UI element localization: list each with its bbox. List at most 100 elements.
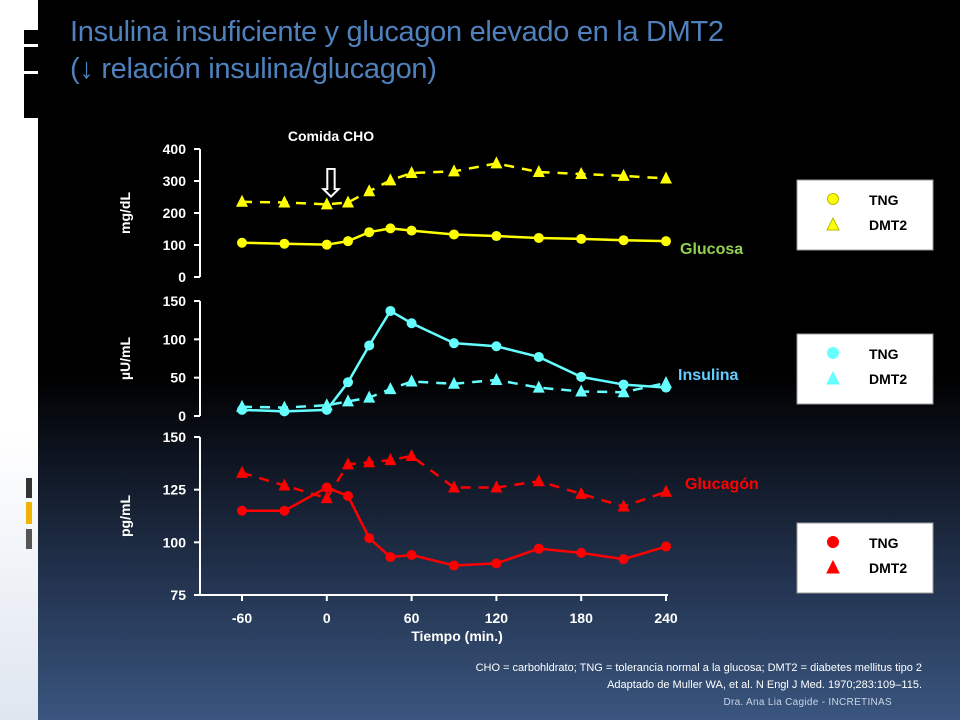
point-0-dmt2-12	[660, 171, 672, 184]
point-2-tng-5	[385, 552, 396, 563]
x-tick-label-2: 60	[404, 610, 420, 626]
point-1-dmt2-12	[660, 376, 672, 389]
point-0-dmt2-2	[320, 197, 333, 210]
point-2-tng-4	[364, 533, 375, 544]
panel-label-2: Glucagón	[685, 476, 759, 493]
deco-block-grey-2	[26, 529, 32, 549]
point-2-dmt2-11	[617, 499, 630, 512]
point-2-dmt2-10	[575, 486, 588, 499]
point-0-dmt2-5	[384, 173, 397, 186]
point-2-dmt2-12	[660, 484, 672, 497]
deco-block-grey-1	[26, 478, 32, 498]
footnote-abbreviations: CHO = carbohldrato; TNG = tolerancia nor…	[475, 662, 922, 674]
point-2-dmt2-3	[342, 457, 354, 470]
title-line-2: (↓ relación insulina/glucagon)	[70, 53, 437, 85]
point-2-tng-9	[533, 543, 544, 554]
legend-label-dmt2-1: DMT2	[869, 371, 907, 387]
point-0-dmt2-3	[342, 195, 354, 208]
y-tick-label-2-2: 125	[163, 482, 187, 498]
point-1-dmt2-11	[617, 385, 630, 398]
point-1-dmt2-5	[384, 382, 397, 395]
chart-axes: 0 100 200 300 400 mg/dL 0 50 100 150 µU/mL 75 100 125…	[117, 141, 678, 626]
author-credit: Dra. Ana Lia Cagide - INCRETINAS	[723, 697, 892, 708]
y-axis-title-0: mg/dL	[117, 192, 133, 234]
point-2-tng-0	[237, 505, 247, 516]
point-0-tng-5	[385, 223, 396, 234]
point-2-dmt2-7	[448, 480, 460, 493]
point-1-tng-7	[449, 338, 459, 349]
meal-arrow-icon: ⇩	[314, 161, 348, 207]
point-1-dmt2-8	[490, 372, 503, 385]
point-1-tng-9	[533, 351, 544, 362]
legend-label-dmt2-0: DMT2	[869, 217, 907, 233]
y-axis-title-2: pg/mL	[117, 495, 133, 537]
footnote-reference: Adaptado de Muller WA, et al. N Engl J M…	[607, 679, 922, 691]
point-0-tng-11	[618, 235, 629, 246]
y-tick-label-0-3: 300	[163, 173, 187, 189]
series-line-1-tng	[241, 309, 667, 413]
point-2-tng-3	[343, 490, 353, 501]
chart-series	[236, 156, 672, 571]
deco-block-dark-2	[24, 47, 38, 71]
legend-marker-dmt2-1	[826, 370, 840, 385]
deco-block-dark-1	[24, 30, 38, 44]
point-0-tng-8	[491, 231, 502, 242]
y-tick-label-0-1: 100	[163, 237, 187, 253]
deco-block-yellow	[26, 502, 32, 524]
point-0-tng-9	[533, 232, 544, 243]
legend-label-tng-2: TNG	[869, 535, 899, 551]
point-0-dmt2-1	[278, 195, 291, 208]
y-tick-label-2-3: 150	[163, 429, 187, 445]
deco-block-dark-3	[24, 74, 38, 118]
y-tick-label-1-0: 0	[178, 408, 186, 424]
y-tick-label-0-2: 200	[163, 205, 187, 221]
legend-box-1	[796, 333, 934, 405]
y-tick-label-1-1: 50	[170, 370, 186, 386]
legend-label-tng-1: TNG	[869, 346, 899, 362]
y-tick-label-0-0: 0	[178, 269, 186, 285]
point-0-dmt2-10	[575, 166, 588, 179]
legend-marker-tng-2	[827, 536, 839, 548]
point-0-tng-1	[279, 238, 290, 249]
point-2-dmt2-2	[320, 491, 333, 504]
point-0-tng-10	[576, 233, 587, 244]
x-tick-label-3: 120	[485, 610, 509, 626]
legend-box-0	[796, 179, 934, 251]
point-1-tng-3	[343, 377, 353, 388]
legend-marker-tng-0	[827, 193, 839, 205]
point-0-tng-4	[364, 227, 375, 238]
point-1-dmt2-9	[532, 380, 545, 393]
point-2-dmt2-6	[405, 448, 418, 461]
y-tick-label-1-2: 100	[163, 331, 187, 347]
panel-label-1: Insulina	[678, 367, 739, 384]
point-0-tng-7	[449, 229, 459, 240]
legend-marker-dmt2-2	[826, 559, 840, 574]
point-1-dmt2-3	[342, 394, 354, 407]
point-2-tng-12	[661, 541, 671, 552]
point-2-tng-1	[279, 505, 290, 516]
left-decorative-strip	[0, 0, 38, 720]
point-0-tng-6	[406, 225, 417, 236]
legend-label-dmt2-2: DMT2	[869, 560, 907, 576]
point-0-dmt2-4	[363, 184, 376, 197]
x-tick-label-0: -60	[232, 610, 252, 626]
x-tick-label-4: 180	[570, 610, 594, 626]
point-1-tng-4	[364, 340, 375, 351]
point-1-dmt2-6	[405, 374, 418, 387]
point-2-tng-7	[449, 560, 459, 571]
chart-labels: Glucosa TNG DMT2 Insulina TNG DMT2 Glucagón TNG…	[678, 179, 934, 594]
point-1-dmt2-0	[236, 399, 248, 412]
point-1-dmt2-10	[575, 384, 588, 397]
point-2-tng-11	[618, 554, 629, 565]
y-tick-label-0-4: 400	[163, 141, 187, 157]
point-0-tng-12	[661, 236, 671, 247]
point-0-dmt2-9	[532, 165, 545, 178]
y-axis-title-1: µU/mL	[117, 337, 133, 381]
x-axis-title: Tiempo (min.)	[411, 628, 503, 644]
point-0-dmt2-0	[236, 194, 248, 207]
point-0-dmt2-7	[448, 164, 460, 177]
point-2-dmt2-0	[236, 465, 248, 478]
legend-marker-dmt2-0	[826, 216, 840, 231]
point-0-tng-2	[321, 239, 332, 250]
